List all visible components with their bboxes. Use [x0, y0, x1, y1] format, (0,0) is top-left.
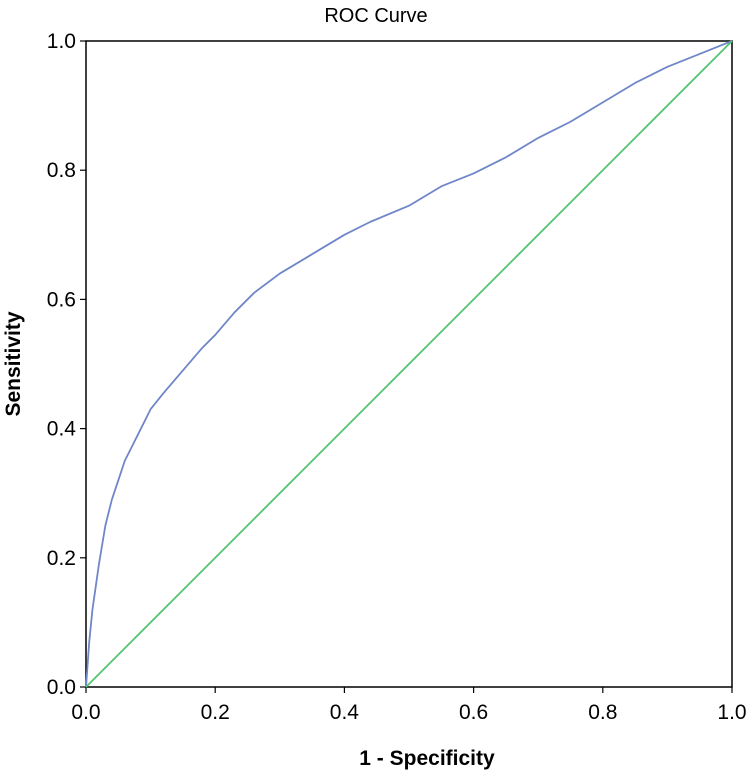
y-tick-label: 0.8 [47, 159, 76, 182]
chart-title: ROC Curve [324, 5, 427, 27]
y-tick-label: 1.0 [47, 30, 76, 53]
x-tick-label: 0.4 [330, 701, 360, 724]
x-tick-label: 0.8 [588, 701, 617, 724]
y-tick-label: 0.4 [47, 418, 77, 441]
y-tick-label: 0.2 [47, 547, 76, 570]
reference-diagonal-line [85, 40, 733, 688]
x-axis-label: 1 - Specificity [359, 747, 495, 770]
plot-frame [85, 40, 733, 688]
x-tick-label: 0.0 [71, 701, 100, 724]
y-tick-label: 0.6 [47, 288, 76, 311]
roc-curve-line [85, 40, 733, 688]
series-group [85, 40, 733, 688]
x-tick-label: 0.6 [459, 701, 488, 724]
x-tick-label: 1.0 [717, 701, 746, 724]
y-axis: 0.0 0.2 0.4 0.6 0.8 1.0 [47, 30, 86, 699]
y-tick-label: 0.0 [47, 676, 76, 699]
x-tick-label: 0.2 [201, 701, 230, 724]
y-axis-label: Sensitivity [2, 311, 25, 416]
x-axis: 0.0 0.2 0.4 0.6 0.8 1.0 [71, 687, 747, 724]
